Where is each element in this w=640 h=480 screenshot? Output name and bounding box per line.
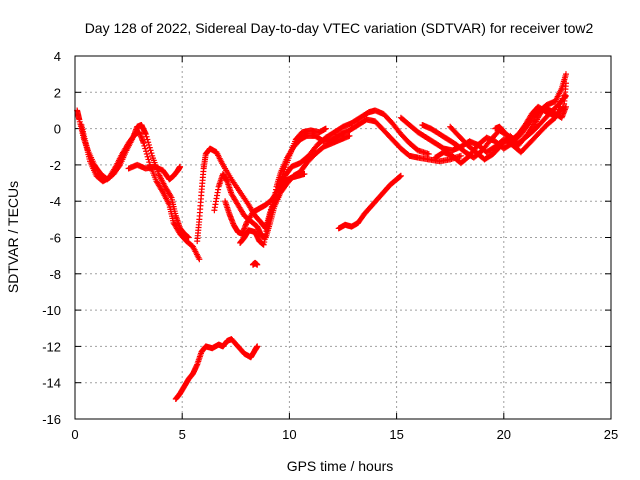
data-point [140,140,147,147]
data-point [145,139,152,146]
data-point [143,148,150,155]
data-point [167,193,174,200]
data-point [397,172,404,179]
data-point [147,147,154,154]
y-tick-label: -8 [49,267,61,282]
y-tick-label: -10 [42,303,61,318]
series-track-6 [222,107,432,237]
y-axis-label: SDTVAR / TECUs [5,181,21,293]
data-point [425,151,432,158]
data-point [143,151,150,158]
data-point [254,343,261,350]
data-point [254,261,261,268]
y-tick-label: 2 [54,85,61,100]
series-track-16 [249,259,261,268]
data-point [145,141,152,148]
y-tick-label: -12 [42,339,61,354]
series-track-3 [125,161,184,183]
data-point [562,80,569,87]
data-point [145,156,152,163]
data-point [196,256,203,263]
data-point [146,159,153,166]
data-point [141,142,148,149]
data-point [144,153,151,160]
data-point [559,104,566,111]
data-point [322,125,329,132]
x-tick-label: 20 [497,427,511,442]
x-tick-label: 25 [604,427,618,442]
data-point [177,163,184,170]
data-point [562,71,569,78]
series-track-4 [194,125,329,245]
data-point [142,145,149,152]
y-tick-label: 4 [54,49,61,64]
y-tick-label: -14 [42,376,61,391]
series-track-15 [172,336,261,403]
data-points [74,71,569,403]
data-point [144,136,151,143]
y-tick-label: -16 [42,412,61,427]
x-tick-label: 5 [179,427,186,442]
y-tick-label: -4 [49,194,61,209]
series-track-14 [492,80,569,143]
grid [75,56,611,419]
data-point [142,131,149,138]
data-point [148,150,155,157]
data-point [457,152,464,159]
y-tick-label: -6 [49,231,61,246]
y-tick-label: 0 [54,122,61,137]
series-track-9 [335,172,404,232]
plot-frame [74,55,612,420]
y-tick-label: -2 [49,158,61,173]
x-tick-label: 10 [282,427,296,442]
data-point [346,132,353,139]
x-axis-label: GPS time / hours [287,458,394,474]
x-tick-label: 15 [389,427,403,442]
data-point [143,133,150,140]
chart-title: Day 128 of 2022, Sidereal Day-to-day VTE… [85,20,594,36]
series-track-2 [78,121,203,263]
data-point [146,144,153,151]
x-tick-label: 0 [71,427,78,442]
data-point [301,170,308,177]
